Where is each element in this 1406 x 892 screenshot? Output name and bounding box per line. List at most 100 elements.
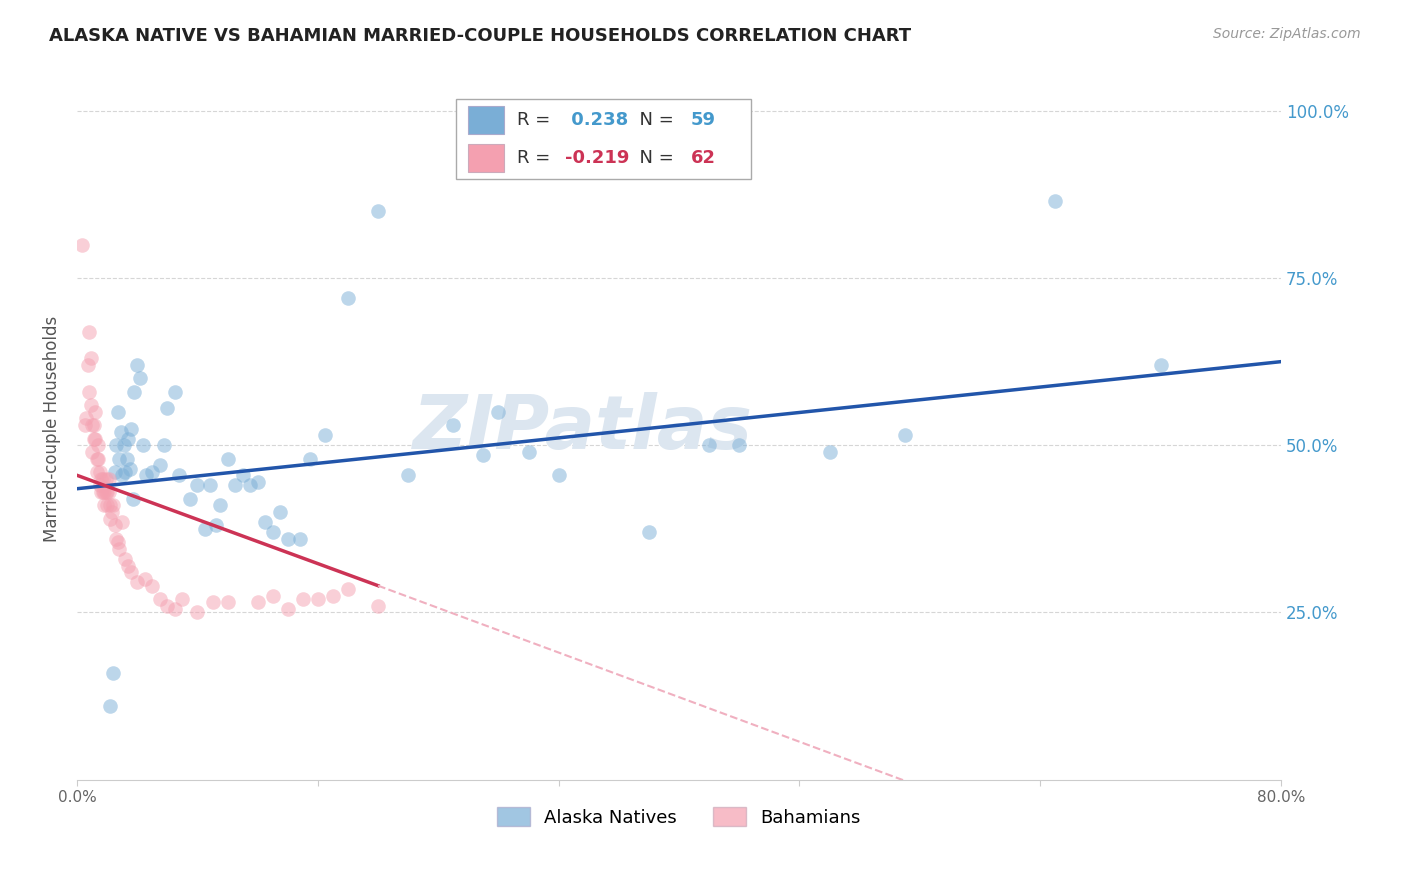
Point — [117, 432, 139, 446]
Point — [91, 472, 114, 486]
Point — [1045, 194, 1067, 209]
Point — [163, 602, 186, 616]
Point — [127, 358, 149, 372]
Point — [90, 485, 112, 500]
Point — [114, 465, 136, 479]
Point — [307, 592, 329, 607]
Point — [291, 592, 314, 607]
Point — [893, 428, 915, 442]
Point — [134, 572, 156, 586]
Point — [697, 438, 720, 452]
Point — [89, 465, 111, 479]
Point — [547, 468, 569, 483]
Point — [135, 468, 157, 483]
Point — [254, 515, 277, 529]
Point — [217, 451, 239, 466]
Point — [75, 411, 97, 425]
Point — [87, 438, 110, 452]
Point — [84, 432, 107, 446]
Point — [299, 451, 322, 466]
Point — [129, 371, 152, 385]
Point — [86, 451, 108, 466]
Point — [198, 478, 221, 492]
FancyBboxPatch shape — [468, 105, 505, 134]
Point — [93, 499, 115, 513]
Point — [98, 512, 121, 526]
Point — [163, 384, 186, 399]
Point — [124, 384, 146, 399]
Point — [367, 204, 389, 219]
Point — [204, 518, 226, 533]
Point — [141, 465, 163, 479]
Point — [98, 499, 121, 513]
Point — [96, 499, 118, 513]
Point — [818, 445, 841, 459]
Point — [87, 451, 110, 466]
Point — [472, 448, 495, 462]
Point — [322, 589, 344, 603]
Point — [441, 418, 464, 433]
Point — [638, 525, 661, 540]
Point — [103, 499, 125, 513]
Point — [97, 472, 120, 486]
Point — [76, 358, 98, 372]
Point — [517, 445, 540, 459]
Point — [83, 432, 105, 446]
Point — [104, 465, 127, 479]
Point — [110, 425, 132, 439]
Point — [149, 592, 172, 607]
Point — [246, 475, 269, 489]
FancyBboxPatch shape — [457, 98, 751, 179]
Point — [82, 418, 104, 433]
Point — [96, 485, 118, 500]
Point — [224, 478, 246, 492]
Point — [194, 522, 217, 536]
Point — [141, 579, 163, 593]
Point — [201, 595, 224, 609]
Text: R =: R = — [516, 111, 555, 128]
Point — [239, 478, 262, 492]
Point — [217, 595, 239, 609]
Point — [82, 445, 104, 459]
Point — [277, 602, 299, 616]
Point — [314, 428, 336, 442]
Point — [91, 485, 114, 500]
Point — [108, 451, 131, 466]
Point — [367, 599, 389, 613]
Point — [108, 541, 131, 556]
Text: N =: N = — [628, 111, 681, 128]
Point — [120, 566, 142, 580]
Point — [89, 478, 111, 492]
Point — [103, 665, 125, 680]
Point — [107, 405, 129, 419]
Point — [336, 291, 359, 305]
Point — [77, 325, 100, 339]
Point — [118, 461, 141, 475]
Text: 0.238: 0.238 — [565, 111, 628, 128]
Point — [172, 592, 194, 607]
Point — [104, 518, 127, 533]
Point — [209, 499, 232, 513]
Point — [179, 491, 201, 506]
Point — [186, 606, 208, 620]
Point — [112, 438, 135, 452]
Point — [396, 468, 419, 483]
Point — [728, 438, 751, 452]
Text: 62: 62 — [692, 149, 716, 167]
Point — [105, 532, 128, 546]
Point — [90, 472, 112, 486]
Text: R =: R = — [516, 149, 555, 167]
Point — [97, 485, 120, 500]
Point — [83, 418, 105, 433]
Point — [86, 465, 108, 479]
Point — [84, 405, 107, 419]
Point — [94, 472, 117, 486]
Legend: Alaska Natives, Bahamians: Alaska Natives, Bahamians — [491, 800, 868, 834]
Point — [169, 468, 191, 483]
Point — [232, 468, 254, 483]
Point — [132, 438, 155, 452]
Point — [262, 525, 284, 540]
Point — [262, 589, 284, 603]
Point — [114, 552, 136, 566]
Text: Source: ZipAtlas.com: Source: ZipAtlas.com — [1213, 27, 1361, 41]
